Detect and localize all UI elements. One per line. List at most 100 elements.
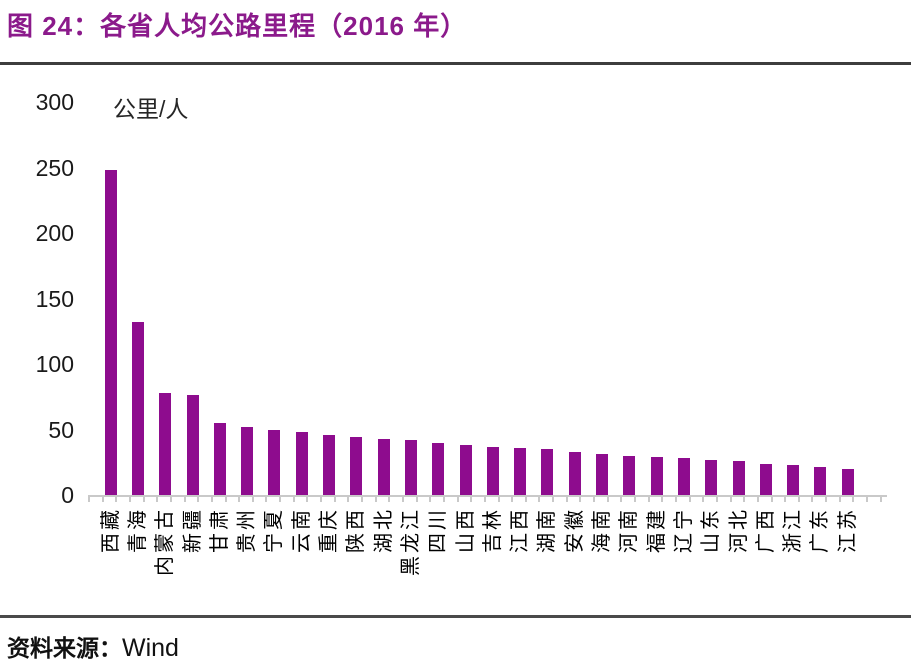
figure-title: 图 24：各省人均公路里程（2016 年） bbox=[7, 11, 468, 41]
x-axis-tick-mark bbox=[606, 497, 609, 502]
bar bbox=[677, 458, 690, 495]
x-axis-category-label: 陕西 bbox=[345, 507, 368, 553]
x-axis-category-label: 广东 bbox=[809, 507, 832, 553]
bar bbox=[186, 395, 199, 495]
x-axis-category-label: 安徽 bbox=[563, 507, 586, 553]
x-axis-category-label: 浙江 bbox=[782, 507, 805, 553]
bar bbox=[514, 447, 527, 495]
x-axis-tick-mark bbox=[538, 497, 541, 502]
x-axis-tick-mark bbox=[661, 497, 664, 502]
x-axis-tick-mark bbox=[210, 497, 213, 502]
x-axis-category-label: 江西 bbox=[509, 507, 532, 553]
bar bbox=[787, 464, 800, 495]
x-axis-tick-mark bbox=[306, 497, 309, 502]
bar bbox=[486, 446, 499, 495]
bar bbox=[568, 451, 581, 495]
x-axis-category-label: 河北 bbox=[727, 507, 750, 553]
source-value: Wind bbox=[122, 634, 179, 662]
bar bbox=[432, 442, 445, 495]
x-axis-category-label: 山东 bbox=[700, 507, 723, 553]
x-axis-tick-mark bbox=[647, 497, 650, 502]
x-axis-tick-mark bbox=[347, 497, 350, 502]
x-axis-tick-mark bbox=[497, 497, 500, 502]
x-axis-tick-mark bbox=[374, 497, 377, 502]
x-axis-tick-mark bbox=[456, 497, 459, 502]
bar bbox=[732, 460, 745, 495]
x-axis-tick-mark bbox=[729, 497, 732, 502]
y-axis-tick-label: 250 bbox=[35, 154, 74, 181]
x-axis-category-label: 湖南 bbox=[536, 507, 559, 553]
bar bbox=[841, 468, 854, 495]
x-axis-tick-mark bbox=[224, 497, 227, 502]
x-axis-category-label: 新疆 bbox=[181, 507, 204, 553]
x-axis-category-label: 黑龙江 bbox=[399, 507, 422, 576]
x-axis-category-label: 西藏 bbox=[99, 507, 122, 553]
bar bbox=[459, 445, 472, 495]
x-axis-category-label: 福建 bbox=[645, 507, 668, 553]
footer-divider bbox=[0, 615, 911, 618]
x-axis-tick-mark bbox=[442, 497, 445, 502]
bar bbox=[759, 463, 772, 495]
x-axis-tick-mark bbox=[715, 497, 718, 502]
x-axis-tick-mark bbox=[470, 497, 473, 502]
bar bbox=[241, 426, 254, 495]
y-axis-tick-label: 100 bbox=[35, 351, 74, 377]
x-axis-tick-mark bbox=[333, 497, 336, 502]
x-axis-tick-mark bbox=[756, 497, 759, 502]
bar bbox=[159, 392, 172, 495]
x-axis-category-label: 广西 bbox=[754, 507, 777, 553]
x-axis-tick-mark bbox=[197, 497, 200, 502]
x-axis-tick-mark bbox=[825, 497, 828, 502]
x-axis-category-label: 云南 bbox=[290, 507, 313, 553]
x-axis-tick-mark bbox=[361, 497, 363, 502]
x-axis-category-label: 宁夏 bbox=[263, 507, 286, 553]
bar bbox=[213, 422, 226, 495]
bar bbox=[596, 454, 609, 495]
x-axis-tick-mark bbox=[415, 497, 418, 502]
x-axis-category-label: 河南 bbox=[618, 507, 641, 553]
x-axis-tick-mark bbox=[620, 497, 623, 502]
bar bbox=[404, 439, 417, 495]
x-axis-tick-mark bbox=[183, 497, 186, 502]
x-axis-tick-mark bbox=[238, 497, 241, 502]
x-axis-tick-mark bbox=[115, 497, 118, 502]
x-axis-tick-mark bbox=[688, 497, 691, 502]
bar bbox=[323, 434, 336, 495]
bar bbox=[131, 322, 144, 495]
x-axis-category-label: 江苏 bbox=[836, 507, 859, 553]
x-axis-tick-mark bbox=[579, 497, 582, 502]
x-axis-tick-mark bbox=[388, 497, 391, 502]
x-axis-tick-mark bbox=[483, 497, 486, 502]
x-axis-category-label: 贵州 bbox=[236, 507, 259, 553]
x-axis-tick-mark bbox=[811, 497, 814, 502]
x-axis-tick-mark bbox=[429, 497, 432, 502]
x-axis-tick-mark bbox=[565, 497, 568, 502]
x-axis-tick-mark bbox=[251, 497, 254, 502]
bar bbox=[377, 438, 390, 495]
x-axis-tick-mark bbox=[292, 497, 295, 502]
x-axis-tick-mark bbox=[128, 497, 131, 502]
x-axis-tick-mark bbox=[88, 497, 90, 502]
source-label: 资料来源： bbox=[7, 636, 122, 661]
bar bbox=[350, 437, 363, 495]
bar bbox=[814, 467, 827, 495]
source-line: 资料来源：Wind bbox=[7, 629, 179, 663]
x-axis-tick-mark bbox=[852, 497, 855, 502]
x-axis-category-label: 重庆 bbox=[318, 507, 341, 553]
x-axis-tick-mark bbox=[770, 497, 773, 502]
y-axis-tick-label: 200 bbox=[35, 220, 74, 246]
x-axis-tick-mark bbox=[511, 497, 514, 502]
x-axis-category-label: 甘肃 bbox=[208, 507, 231, 553]
bar bbox=[650, 457, 663, 495]
x-axis-tick-mark bbox=[634, 497, 636, 502]
x-axis-tick-mark bbox=[784, 497, 787, 502]
x-axis-category-label: 湖北 bbox=[372, 507, 395, 553]
bar bbox=[623, 455, 636, 495]
x-axis-tick-mark bbox=[320, 497, 323, 502]
x-axis-tick-mark bbox=[169, 497, 172, 502]
x-axis-tick-mark bbox=[593, 497, 596, 502]
y-axis-tick-label: 300 bbox=[35, 89, 74, 115]
x-axis-tick-mark bbox=[838, 497, 841, 502]
bar bbox=[295, 432, 308, 495]
